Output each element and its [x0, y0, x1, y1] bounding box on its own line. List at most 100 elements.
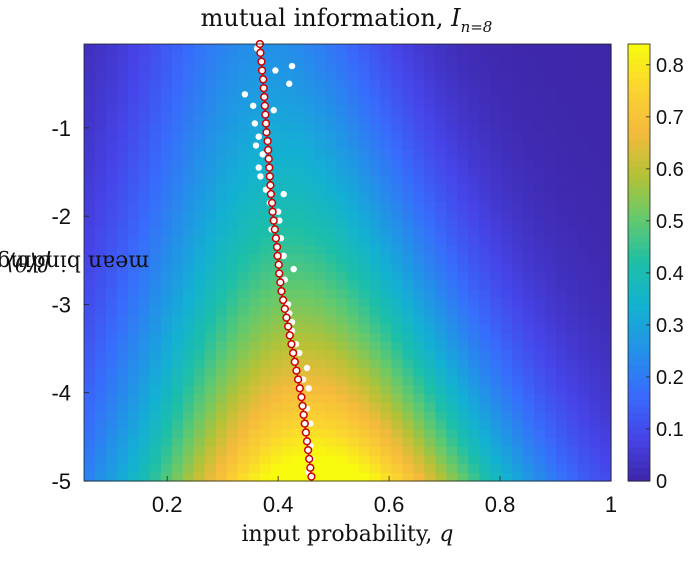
heatmap-cell: [182, 288, 195, 299]
heatmap-cell: [248, 472, 261, 482]
heatmap-cell: [259, 70, 272, 80]
heatmap-cell: [259, 306, 272, 316]
heatmap-cell: [523, 166, 535, 176]
heatmap-cell: [182, 428, 195, 438]
heatmap-cell: [380, 157, 393, 167]
heatmap-cell: [556, 253, 568, 264]
heatmap-cell: [314, 245, 327, 255]
heatmap-cell: [556, 358, 568, 368]
heatmap-cell: [215, 105, 228, 115]
heatmap-cell: [259, 253, 272, 264]
heatmap-cell: [259, 367, 272, 377]
heatmap-cell: [347, 306, 360, 316]
heatmap-cell: [545, 218, 557, 229]
heatmap-cell: [105, 341, 118, 351]
heatmap-cell: [457, 349, 469, 360]
heatmap-cell: [567, 323, 579, 334]
heatmap-cell: [160, 411, 173, 421]
heatmap-cell: [105, 323, 118, 334]
heatmap-cell: [116, 210, 129, 220]
heatmap-cell: [138, 262, 151, 272]
heatmap-cell: [270, 210, 283, 220]
heatmap-cell: [567, 384, 579, 395]
heatmap-cell: [523, 210, 535, 220]
heatmap-cell: [193, 78, 206, 89]
heatmap-cell: [578, 323, 590, 334]
heatmap-cell: [501, 288, 513, 299]
heatmap-cell: [523, 358, 535, 368]
heatmap-cell: [380, 332, 393, 342]
heatmap-cell: [171, 44, 184, 54]
heatmap-cell: [314, 87, 327, 98]
heatmap-cell: [534, 96, 546, 106]
heatmap-cell: [358, 271, 371, 281]
heatmap-cell: [358, 454, 371, 465]
heatmap-cell: [413, 157, 425, 167]
heatmap-cell: [292, 113, 305, 124]
heatmap-cell: [204, 157, 217, 167]
heatmap-cell: [259, 61, 272, 71]
heatmap-cell: [369, 271, 382, 281]
heatmap-cell: [413, 376, 425, 386]
heatmap-cell: [215, 131, 228, 141]
heatmap-cell: [490, 218, 502, 229]
heatmap-cell: [567, 166, 579, 176]
heatmap-cell: [204, 122, 217, 132]
heatmap-cell: [490, 78, 502, 89]
heatmap-cell: [589, 61, 601, 71]
heatmap-cell: [94, 332, 107, 342]
heatmap-cell: [237, 105, 250, 115]
heatmap-cell: [204, 446, 217, 456]
heatmap-cell: [391, 148, 403, 159]
heatmap-cell: [325, 183, 338, 194]
heatmap-cell: [578, 367, 590, 377]
heatmap-cell: [446, 113, 458, 124]
heatmap-cell: [182, 446, 195, 456]
heatmap-cell: [358, 245, 371, 255]
heatmap-cell: [589, 306, 601, 316]
heatmap-cell: [314, 411, 327, 421]
heatmap-cell: [589, 472, 601, 482]
heatmap-cell: [171, 349, 184, 360]
heatmap-cell: [578, 393, 590, 403]
heatmap-cell: [369, 201, 382, 211]
heatmap-cell: [314, 140, 327, 150]
heatmap-cell: [369, 463, 382, 473]
heatmap-cell: [105, 376, 118, 386]
heatmap-cell: [116, 131, 129, 141]
heatmap-cell: [215, 148, 228, 159]
heatmap-cell: [149, 253, 162, 264]
heatmap-cell: [402, 87, 414, 98]
heatmap-cell: [523, 253, 535, 264]
heatmap-cell: [545, 262, 557, 272]
heatmap-cell: [402, 358, 414, 368]
heatmap-cell: [534, 446, 546, 456]
heatmap-cell: [435, 367, 447, 377]
heatmap-cell: [105, 446, 118, 456]
heatmap-cell: [347, 358, 360, 368]
heatmap-cell: [556, 341, 568, 351]
heatmap-cell: [600, 175, 612, 185]
heatmap-cell: [193, 349, 206, 360]
heatmap-cell: [248, 341, 261, 351]
colorbar-segment: [628, 112, 650, 120]
heatmap-cell: [160, 332, 173, 342]
heatmap-cell: [545, 175, 557, 185]
heatmap-cell: [424, 166, 436, 176]
heatmap-cell: [457, 393, 469, 403]
heatmap-cell: [204, 297, 217, 307]
heatmap-cell: [94, 288, 107, 299]
heatmap-cell: [215, 297, 228, 307]
heatmap-cell: [523, 44, 535, 54]
heatmap-cell: [457, 245, 469, 255]
heatmap-cell: [556, 52, 568, 63]
heatmap-cell: [468, 341, 480, 351]
heatmap-cell: [490, 175, 502, 185]
heatmap-cell: [369, 183, 382, 194]
heatmap-cell: [116, 376, 129, 386]
heatmap-cell: [380, 105, 393, 115]
heatmap-cell: [380, 271, 393, 281]
heatmap-cell: [446, 166, 458, 176]
heatmap-cell: [160, 428, 173, 438]
x-tick-label: 0.4: [263, 492, 294, 517]
